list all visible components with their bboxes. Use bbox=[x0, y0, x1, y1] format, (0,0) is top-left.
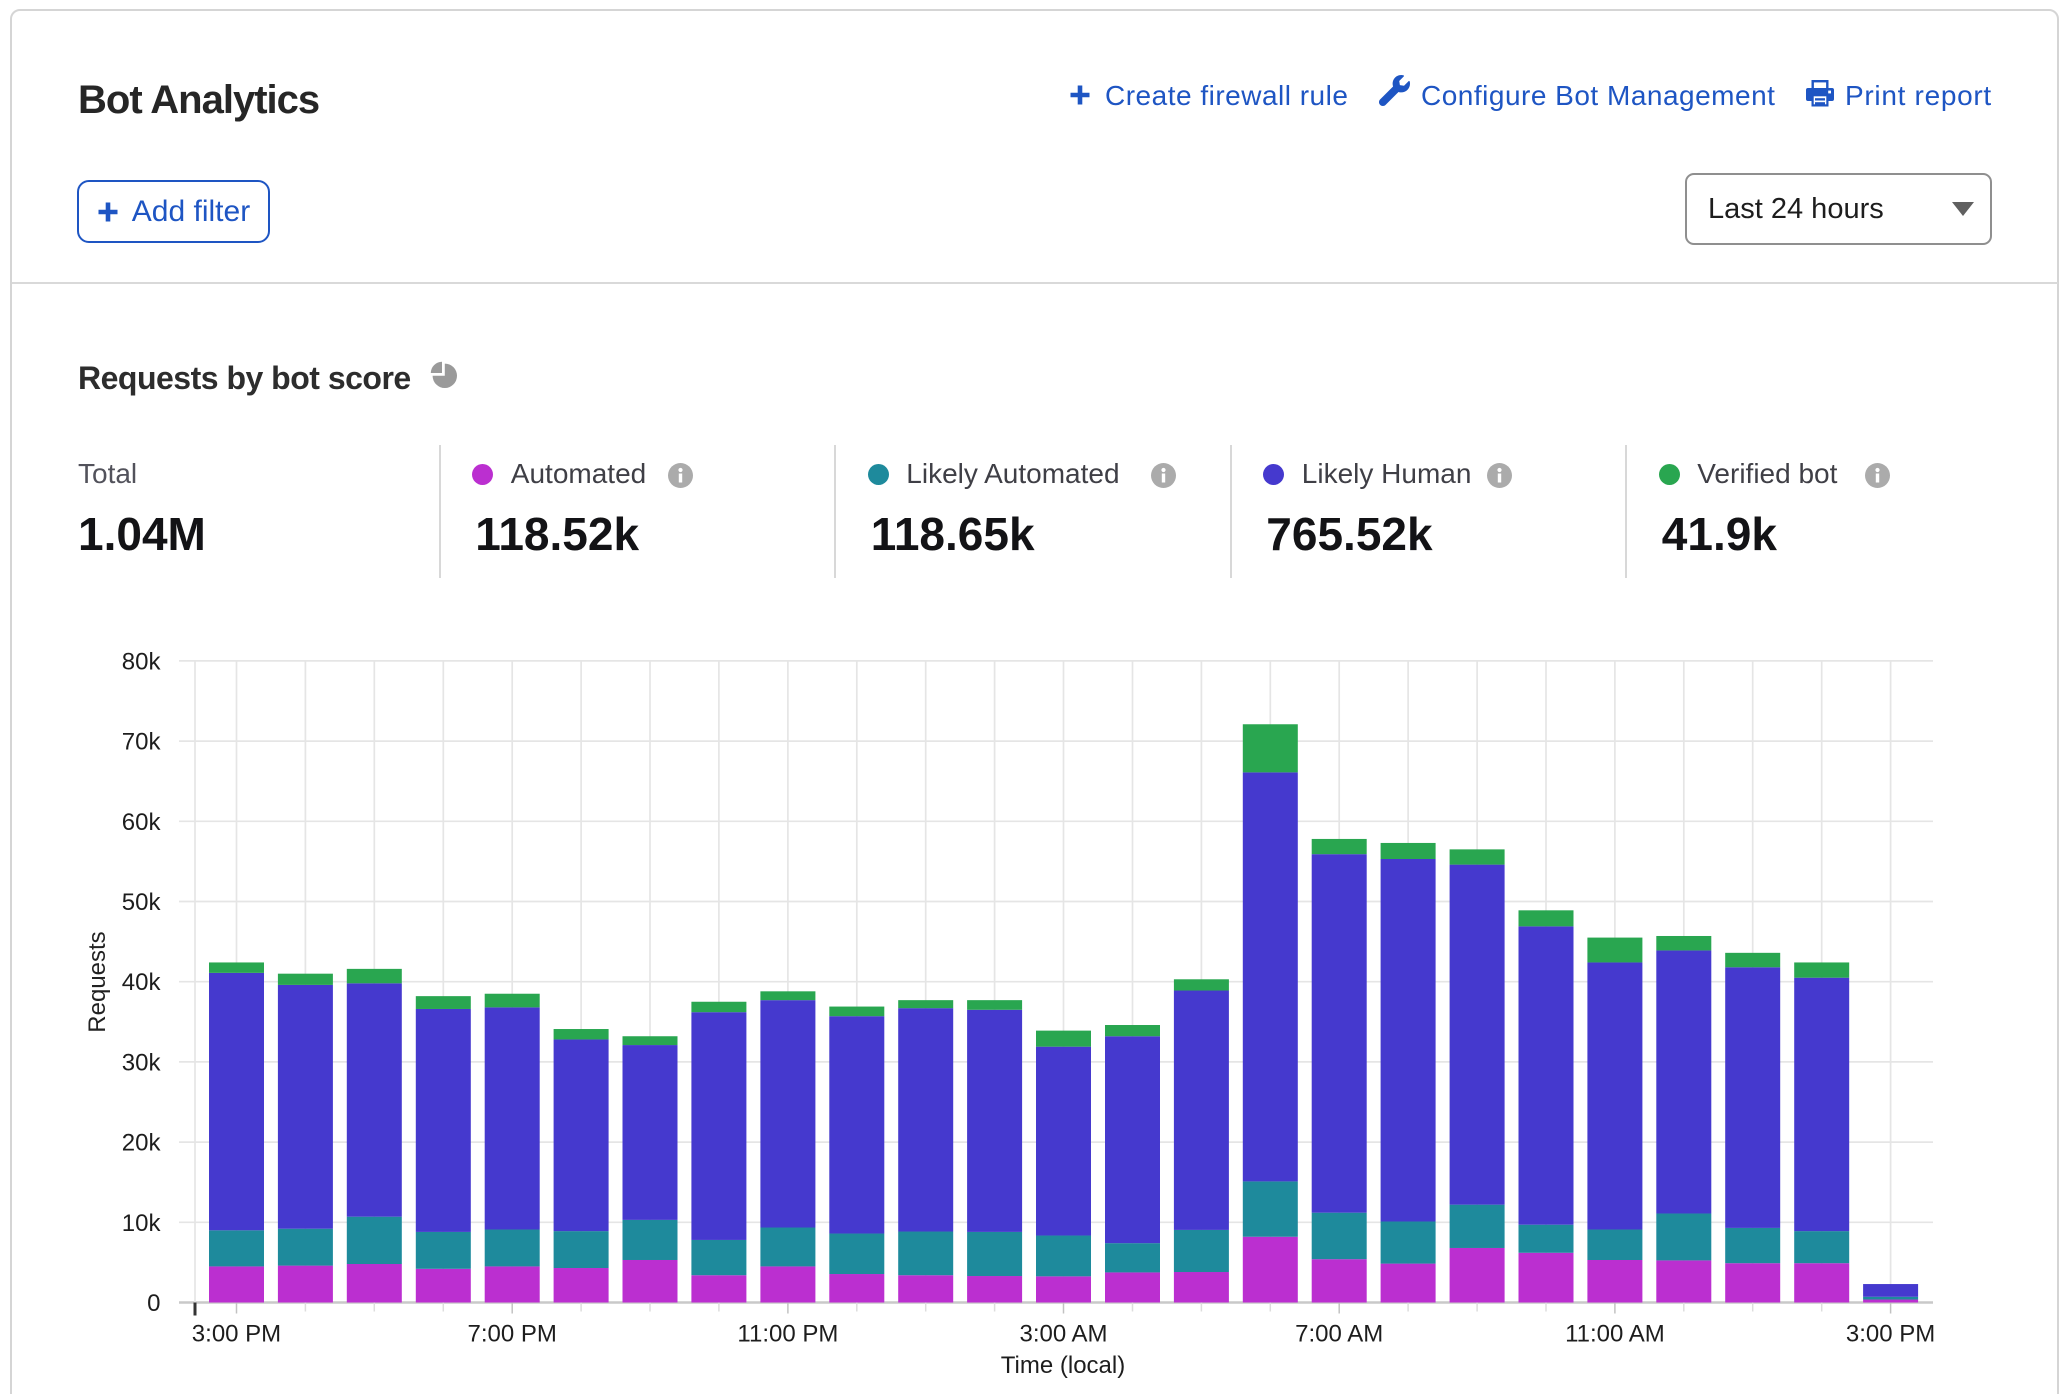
svg-text:20k: 20k bbox=[122, 1130, 162, 1157]
svg-text:80k: 80k bbox=[122, 648, 162, 675]
svg-text:70k: 70k bbox=[122, 729, 162, 756]
svg-text:50k: 50k bbox=[122, 889, 162, 916]
svg-text:60k: 60k bbox=[122, 809, 162, 836]
svg-text:10k: 10k bbox=[122, 1210, 162, 1237]
svg-text:Requests: Requests bbox=[84, 931, 111, 1032]
svg-text:0: 0 bbox=[147, 1290, 160, 1317]
svg-text:3:00 PM: 3:00 PM bbox=[192, 1321, 281, 1348]
svg-text:7:00 AM: 7:00 AM bbox=[1295, 1321, 1383, 1348]
svg-text:30k: 30k bbox=[122, 1049, 162, 1076]
svg-text:3:00 PM: 3:00 PM bbox=[1846, 1321, 1935, 1348]
svg-text:40k: 40k bbox=[122, 969, 162, 996]
svg-text:3:00 AM: 3:00 AM bbox=[1019, 1321, 1107, 1348]
svg-text:Time (local): Time (local) bbox=[1001, 1352, 1125, 1379]
svg-text:11:00 PM: 11:00 PM bbox=[737, 1321, 838, 1348]
svg-text:11:00 AM: 11:00 AM bbox=[1565, 1321, 1665, 1348]
svg-text:7:00 PM: 7:00 PM bbox=[468, 1321, 557, 1348]
